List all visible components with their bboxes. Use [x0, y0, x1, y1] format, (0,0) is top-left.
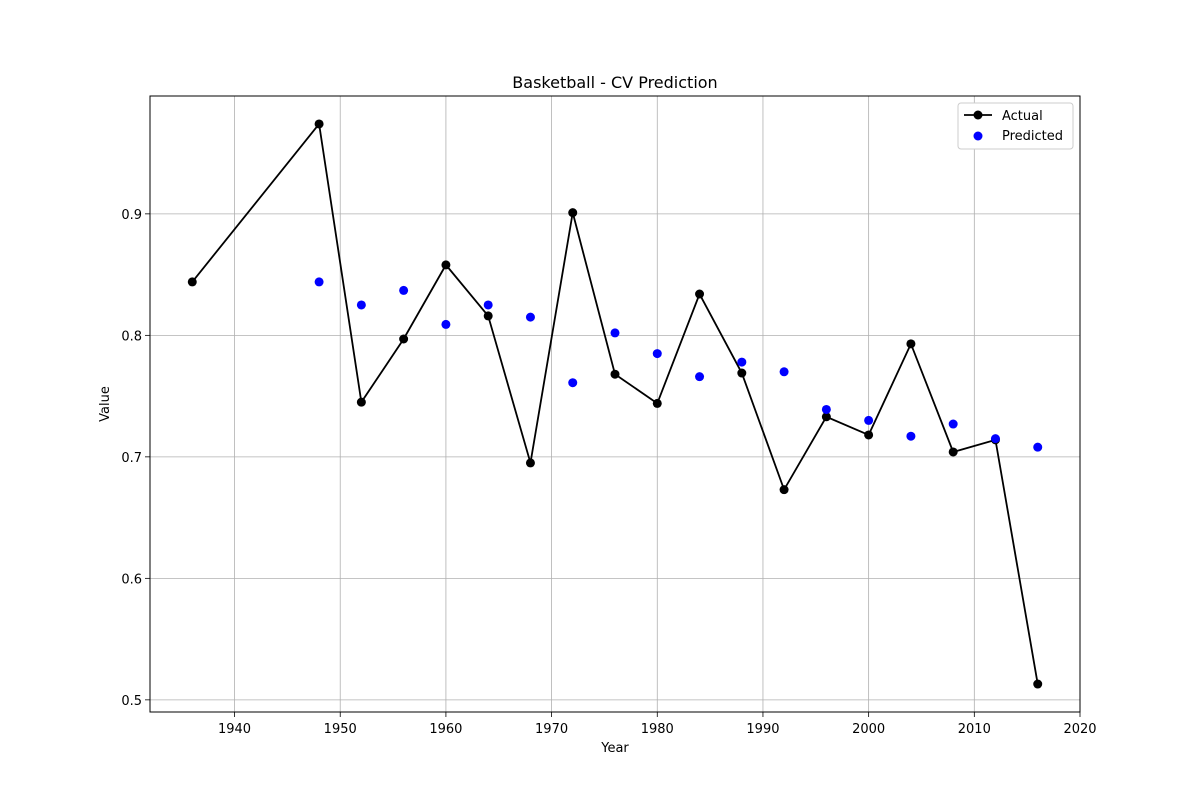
legend: Actual Predicted: [957, 102, 1074, 150]
predicted-point: [525, 312, 535, 322]
predicted-point: [568, 378, 578, 388]
actual-point: [1033, 679, 1043, 689]
actual-point: [652, 398, 662, 408]
actual-point: [906, 339, 916, 349]
actual-point: [948, 447, 958, 457]
actual-point: [695, 289, 705, 299]
series-layer: [187, 119, 1043, 689]
predicted-point: [483, 300, 493, 310]
x-tick-label: 1990: [746, 722, 779, 737]
predicted-point: [652, 349, 662, 359]
predicted-point: [1033, 442, 1043, 452]
actual-point: [356, 397, 366, 407]
y-tick-label: 0.7: [121, 451, 142, 466]
y-tick-label: 0.6: [121, 572, 142, 587]
x-tick-label: 1960: [429, 722, 462, 737]
legend-actual-label: Actual: [1002, 109, 1043, 124]
predicted-point: [779, 367, 789, 377]
predicted-point: [314, 277, 324, 287]
actual-point: [737, 368, 747, 378]
predicted-point: [695, 372, 705, 382]
y-tick-label: 0.5: [121, 694, 142, 709]
actual-point: [864, 430, 874, 440]
predicted-point: [610, 328, 620, 338]
actual-point: [187, 277, 197, 287]
x-tick-label: 2010: [958, 722, 991, 737]
predicted-point: [948, 419, 958, 429]
chart-title: Basketball - CV Prediction: [512, 73, 717, 92]
x-tick-label: 1940: [218, 722, 251, 737]
actual-point: [568, 208, 578, 218]
actual-point: [441, 260, 451, 270]
plot-frame: [149, 95, 1081, 713]
x-axis-title: Year: [600, 741, 629, 756]
x-tick-label: 1980: [641, 722, 674, 737]
predicted-point: [356, 300, 366, 310]
x-tick-label: 2000: [852, 722, 885, 737]
y-tick-label: 0.9: [121, 208, 142, 223]
legend-predicted-label: Predicted: [1002, 129, 1063, 144]
actual-point: [779, 485, 789, 495]
x-tick-label: 2020: [1063, 722, 1096, 737]
predicted-point: [441, 319, 451, 329]
actual-point: [399, 334, 409, 344]
y-tick-label: 0.8: [121, 329, 142, 344]
predicted-point: [990, 434, 1000, 444]
actual-point: [610, 369, 620, 379]
predicted-point: [399, 285, 409, 295]
y-axis-title: Value: [98, 386, 113, 422]
legend-actual-marker: [973, 110, 983, 120]
predicted-point: [906, 431, 916, 441]
x-tick-label: 1970: [535, 722, 568, 737]
predicted-point: [737, 357, 747, 367]
predicted-point: [821, 404, 831, 414]
legend-predicted-marker: [973, 131, 983, 141]
actual-point: [821, 412, 831, 422]
predicted-point: [864, 415, 874, 425]
x-tick-label: 1950: [324, 722, 357, 737]
actual-point: [483, 311, 493, 321]
actual-point: [314, 119, 324, 129]
actual-point: [525, 458, 535, 468]
axes: 1940 1950 1960 1970 1980 1990 2000 2010 2020 0.5 0…: [121, 208, 1096, 737]
